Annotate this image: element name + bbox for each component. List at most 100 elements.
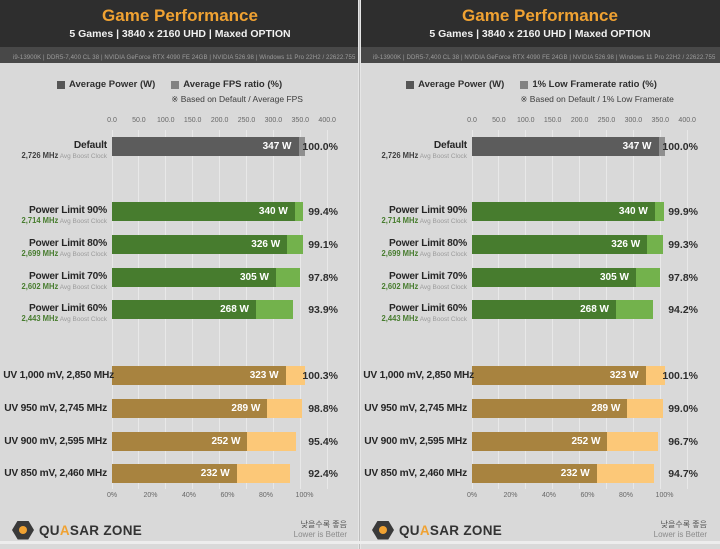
power-bar: 232 W [112,464,237,483]
power-bar: 326 W [472,235,648,254]
brand-name: QUASAR ZONE [39,522,143,538]
row-label: Power Limit 90% 2,714 MHz Avg Boost Clock [360,204,468,226]
power-bar: 289 W [472,399,628,418]
clock-note: Avg Boost Clock [58,153,107,160]
subtitle: 5 Games | 3840 x 2160 UHD | Maxed OPTION [69,28,291,40]
row-label: UV 900 mV, 2,595 MHz [0,432,107,451]
gridline [326,130,328,489]
bottom-axis-tick: 40% [181,492,196,499]
row-label: UV 950 mV, 2,745 MHz [0,399,107,418]
clock-value: 2,602 MHz [381,282,419,291]
bottom-axis-tick: 80% [618,492,633,499]
ratio-swatch-icon [171,81,180,89]
clock-value: 2,602 MHz [21,282,59,291]
clock-note: Avg Boost Clock [58,316,107,323]
top-axis-tick: 350.0 [291,117,310,124]
row-clock: 2,443 MHz Avg Boost Clock [5,314,107,324]
ratio-value-label: 94.7% [668,467,698,480]
row-label-text: UV 900 mV, 2,595 MHz [364,435,467,447]
power-bar: 326 W [112,235,288,254]
legend-ratio-block: 1% Low Framerate ratio (%) ※ Based on De… [520,79,674,104]
footer-note-kr: 낮을수록 좋음 [300,520,347,529]
panel-average-fps: Game Performance 5 Games | 3840 x 2160 U… [0,0,360,546]
clock-value: 2,699 MHz [21,249,59,258]
row-label-text: Power Limit 60% [388,302,467,314]
ratio-value-label: 97.8% [668,271,698,284]
panel-footer: QUASAR ZONE 낮을수록 좋음 Lower is Better [12,514,347,546]
clock-note: Avg Boost Clock [58,251,107,258]
row-label: Power Limit 70% 2,602 MHz Avg Boost Clock [360,270,468,292]
power-value-label: 289 W [591,403,621,414]
row-label: Power Limit 80% 2,699 MHz Avg Boost Clock [360,237,468,259]
panel-divider [360,0,361,549]
legend-ratio-block: Average FPS ratio (%) ※ Based on Default… [171,79,303,104]
clock-note: Avg Boost Clock [58,218,107,225]
top-axis-tick: 300.0 [624,117,643,124]
power-value-label: 347 W [262,141,292,152]
bottom-axis-tick: 100% [295,492,314,499]
panel-1pct-low: Game Performance 5 Games | 3840 x 2160 U… [360,0,720,549]
bottom-axis-tick: 0% [106,492,118,499]
power-value-label: 305 W [239,272,269,283]
power-bar: 323 W [112,366,286,385]
clock-value: 2,726 MHz [381,151,419,160]
row-clock: 2,726 MHz Avg Boost Clock [5,151,107,161]
clock-note: Avg Boost Clock [418,153,467,160]
panel-header: Game Performance 5 Games | 3840 x 2160 U… [0,0,360,47]
legend-power-label: Average Power (W) [69,79,156,90]
row-label-text: Power Limit 90% [28,204,108,216]
power-bar: 268 W [112,300,256,319]
legend: Average Power (W) Average FPS ratio (%) … [0,79,360,104]
legend-note: ※ Based on Default / 1% Low Framerate [520,94,674,104]
row-label: UV 900 mV, 2,595 MHz [360,432,467,451]
top-axis-tick: 100.0 [157,117,175,124]
top-axis-tick: 200.0 [210,117,229,124]
clock-value: 2,726 MHz [21,151,59,160]
footer-note: 낮을수록 좋음 Lower is Better [654,520,707,540]
bottom-strip [0,541,720,544]
ratio-value-label: 99.4% [308,205,338,218]
bottom-axis-tick: 20% [143,492,158,499]
row-label: UV 1,000 mV, 2,850 MHz [0,366,114,385]
power-swatch-icon [57,81,66,89]
row-label: Power Limit 70% 2,602 MHz Avg Boost Clock [0,270,108,292]
ratio-value-label: 93.9% [308,303,338,316]
row-label-text: Power Limit 80% [388,237,467,249]
clock-value: 2,443 MHz [21,314,59,323]
top-axis-tick: 100.0 [517,117,535,124]
ratio-value-label: 99.3% [668,238,698,251]
row-label-text: Power Limit 70% [388,270,467,282]
bottom-axis-tick: 100% [655,492,674,499]
clock-note: Avg Boost Clock [418,316,467,323]
top-axis-tick: 50.0 [492,117,506,124]
power-bar: 252 W [112,432,248,451]
clock-note: Avg Boost Clock [418,218,467,225]
power-bar: 347 W [112,137,299,156]
clock-value: 2,443 MHz [381,314,419,323]
clock-note: Avg Boost Clock [58,284,107,291]
footer-note: 낮을수록 좋음 Lower is Better [294,520,347,540]
top-axis-tick: 150.0 [183,117,202,124]
clock-value: 2,699 MHz [381,249,419,258]
row-label-text: Default [433,139,467,151]
power-value-label: 252 W [211,436,241,447]
row-label: Power Limit 60% 2,443 MHz Avg Boost Clock [360,302,468,324]
subtitle: 5 Games | 3840 x 2160 UHD | Maxed OPTION [429,28,651,40]
row-label-text: UV 850 mV, 2,460 MHz [364,467,467,479]
power-bar: 323 W [472,366,646,385]
top-axis-tick: 50.0 [132,117,146,124]
ratio-value-label: 98.8% [308,402,338,415]
power-value-label: 326 W [611,239,641,250]
quasarzone-hexagon-icon [12,520,34,540]
clock-value: 2,714 MHz [381,216,419,225]
top-axis-tick: 250.0 [597,117,616,124]
power-value-label: 289 W [231,403,261,414]
top-axis-tick: 400.0 [678,117,696,124]
ratio-value-label: 99.1% [308,238,338,251]
row-label: UV 950 mV, 2,745 MHz [360,399,467,418]
bottom-axis-tick: 60% [220,492,235,499]
footer-note-en: Lower is Better [653,530,707,539]
ratio-value-label: 95.4% [308,435,338,448]
power-value-label: 340 W [618,206,648,217]
